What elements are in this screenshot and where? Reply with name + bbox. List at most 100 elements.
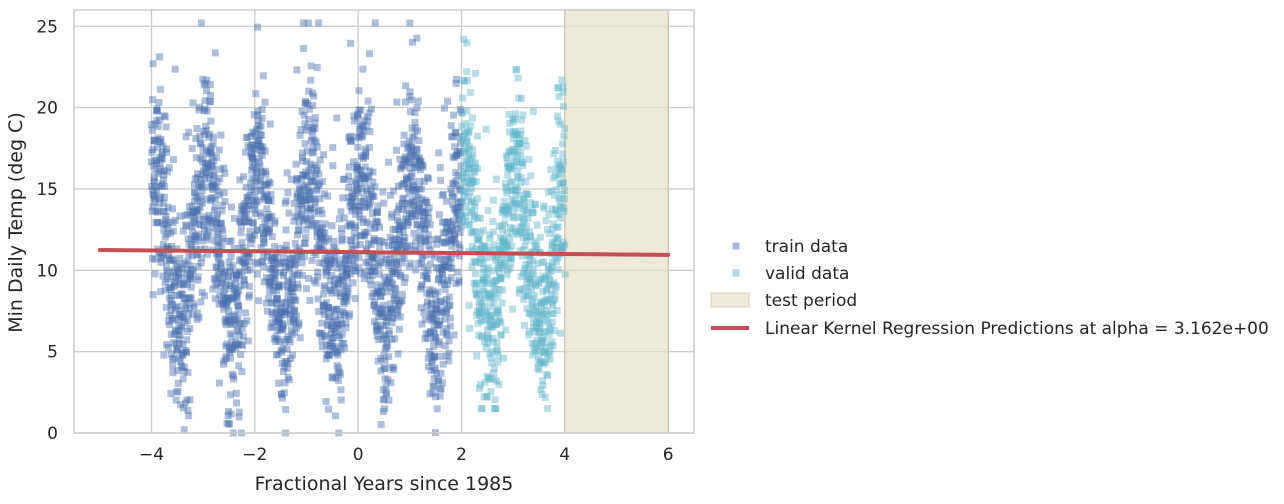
valid-data-point [492,320,500,328]
valid-data-point [540,311,548,319]
train-data-point [205,236,213,244]
train-data-point [339,235,347,243]
train-data-point [435,211,443,219]
valid-data-point [485,311,493,319]
valid-data-point [520,205,528,213]
train-data-point [153,144,161,152]
valid-data-point [510,200,518,208]
train-data-point [275,379,283,387]
train-data-point [245,291,253,299]
train-data-point [262,170,270,178]
valid-data-point [549,342,557,350]
valid-data-point [523,278,531,286]
train-data-point [226,346,234,354]
train-data-point [300,111,308,119]
train-data-point [170,330,178,338]
valid-data-point [500,203,508,211]
valid-data-point [557,190,565,198]
train-data-point [267,191,275,199]
train-data-point [326,261,334,269]
train-data-point [189,99,197,107]
train-data-point [232,269,240,277]
train-data-point [379,408,387,416]
train-data-point [405,174,413,182]
train-data-point [344,222,352,230]
train-data-point [167,291,175,299]
train-data-point [395,226,403,234]
train-data-point [348,204,356,212]
train-data-point [213,218,221,226]
train-data-point [421,177,429,185]
train-data-point [234,302,242,310]
train-data-point [392,258,400,266]
train-data-point [411,152,419,160]
train-data-point [433,235,441,243]
valid-data-point [523,237,531,245]
train-data-point [204,164,212,172]
train-data-point [265,213,273,221]
train-data-point [261,181,269,189]
train-data-point [430,354,438,362]
valid-data-point [463,127,471,135]
train-data-point [206,91,214,99]
valid-data-point [459,168,467,176]
train-data-point [369,271,377,279]
valid-data-point [507,165,515,173]
valid-data-point [531,242,539,250]
train-data-point [200,167,208,175]
train-data-point [424,266,432,274]
train-data-point [395,205,403,213]
valid-data-point [467,122,475,130]
valid-data-point [475,384,483,392]
train-data-point [182,133,190,141]
train-data-point [160,251,168,259]
valid-data-point [547,342,555,350]
train-data-point [452,220,460,228]
train-data-point [325,313,333,321]
train-data-point [390,284,398,292]
train-data-point [240,211,248,219]
train-data-point [336,289,344,297]
train-data-point [450,235,458,243]
valid-data-point [465,208,473,216]
train-data-point [282,358,290,366]
train-data-point [439,190,447,198]
train-data-point [151,120,159,128]
train-data-point [426,246,434,254]
train-data-point [301,99,309,107]
train-data-point [281,305,289,313]
train-data-point [235,302,243,310]
valid-data-point [521,265,529,273]
train-data-point [185,294,193,302]
train-data-point [337,237,345,245]
valid-data-point [472,280,480,288]
valid-data-point [466,221,474,229]
train-data-point [185,250,193,258]
train-data-point [373,209,381,217]
train-data-point [367,268,375,276]
valid-data-point [468,263,476,271]
train-data-point [290,308,298,316]
train-data-point [299,19,307,27]
train-data-point [383,255,391,263]
valid-data-point [462,213,470,221]
train-data-point [302,197,310,205]
train-data-point [269,264,277,272]
train-data-point [270,299,278,307]
train-data-point [324,321,332,329]
train-data-point [405,262,413,270]
train-data-point [226,330,234,338]
train-data-point [325,351,333,359]
train-data-point [374,357,382,365]
train-data-point [395,325,403,333]
valid-data-point [492,276,500,284]
train-data-point [284,293,292,301]
train-data-point [373,218,381,226]
train-data-point [388,319,396,327]
train-data-point [374,202,382,210]
train-data-point [331,283,339,291]
train-data-point [426,221,434,229]
train-data-point [411,213,419,221]
train-data-point [285,286,293,294]
train-data-point [266,265,274,273]
